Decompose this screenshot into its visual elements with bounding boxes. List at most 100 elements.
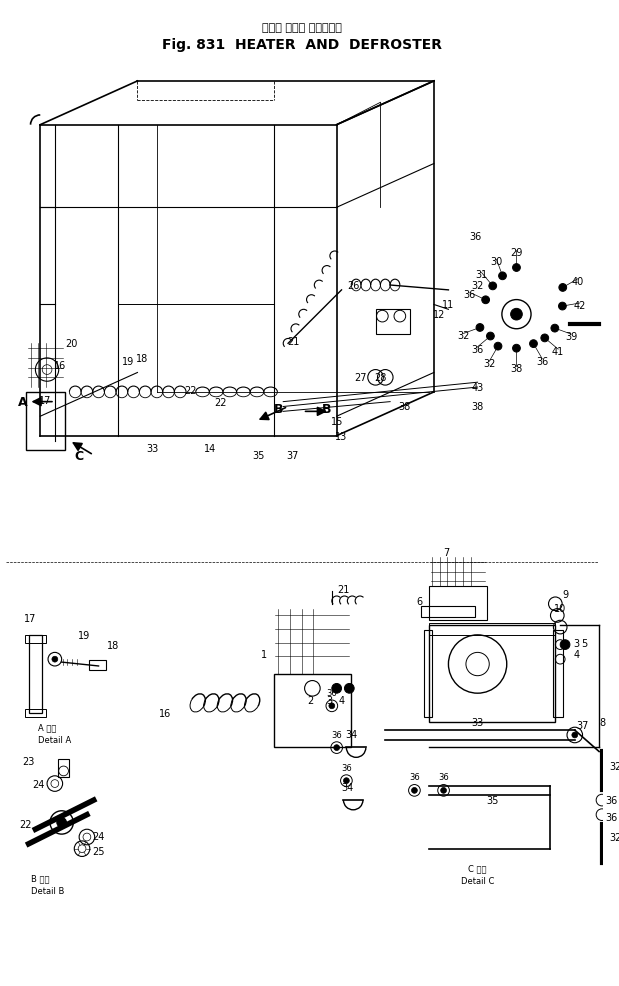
Text: 32: 32 <box>472 281 484 291</box>
Text: 38: 38 <box>472 402 483 412</box>
Text: 24: 24 <box>92 831 105 841</box>
Text: B: B <box>274 402 283 415</box>
Circle shape <box>487 333 495 340</box>
Text: 9: 9 <box>562 590 568 599</box>
Text: 32: 32 <box>457 331 470 341</box>
Text: 34: 34 <box>345 730 357 740</box>
Bar <box>553 630 563 718</box>
Text: 36: 36 <box>471 345 483 355</box>
Text: 18: 18 <box>136 354 149 364</box>
Text: 38: 38 <box>399 402 411 412</box>
Bar <box>25 709 46 717</box>
Circle shape <box>530 340 537 348</box>
Text: Detail C: Detail C <box>461 877 495 885</box>
Circle shape <box>572 733 578 739</box>
Text: 20: 20 <box>65 339 77 349</box>
Text: 38: 38 <box>510 363 522 374</box>
Text: 36: 36 <box>536 356 548 367</box>
Text: 36: 36 <box>331 730 342 739</box>
Text: B: B <box>322 402 332 415</box>
Bar <box>89 661 106 670</box>
Circle shape <box>560 640 570 650</box>
Circle shape <box>334 745 340 750</box>
Text: 37: 37 <box>287 451 299 460</box>
Text: 1: 1 <box>261 650 267 660</box>
Circle shape <box>494 343 502 351</box>
Circle shape <box>551 325 559 332</box>
Text: 29: 29 <box>510 247 522 257</box>
Circle shape <box>513 264 521 272</box>
Circle shape <box>489 283 496 291</box>
Bar <box>58 759 69 777</box>
Text: 34: 34 <box>341 783 353 793</box>
Text: 31: 31 <box>475 270 488 280</box>
Circle shape <box>441 788 446 794</box>
Text: 7: 7 <box>443 547 449 558</box>
Text: 16: 16 <box>54 360 66 371</box>
Text: Detail B: Detail B <box>30 886 64 895</box>
Text: 40: 40 <box>572 276 584 286</box>
Circle shape <box>332 683 342 693</box>
Bar <box>429 623 555 635</box>
Text: A 詳細: A 詳細 <box>38 723 57 732</box>
Text: 32: 32 <box>610 832 619 842</box>
Text: 30: 30 <box>490 257 503 267</box>
Text: 2: 2 <box>307 695 314 705</box>
Text: 36: 36 <box>605 811 618 821</box>
Bar <box>429 625 555 723</box>
Text: 32: 32 <box>483 359 495 369</box>
Text: C: C <box>74 450 84 462</box>
Text: 33: 33 <box>146 444 158 454</box>
Text: A: A <box>18 395 28 409</box>
Text: 32: 32 <box>610 761 619 771</box>
Circle shape <box>412 788 417 794</box>
Text: 3: 3 <box>326 695 332 705</box>
Text: 17: 17 <box>24 613 37 624</box>
Circle shape <box>476 324 484 332</box>
Text: 36: 36 <box>409 772 420 782</box>
Text: 13: 13 <box>335 431 348 441</box>
Circle shape <box>513 345 521 353</box>
Circle shape <box>559 284 566 292</box>
Text: C 詳細: C 詳細 <box>469 864 487 873</box>
Text: 35: 35 <box>253 451 265 460</box>
Text: 36: 36 <box>605 796 618 806</box>
Bar <box>424 630 432 718</box>
Text: 22: 22 <box>184 386 197 395</box>
Text: 22: 22 <box>19 819 32 829</box>
Text: 36: 36 <box>341 763 352 772</box>
Bar <box>274 674 351 746</box>
Text: 36: 36 <box>438 772 449 782</box>
Text: 18: 18 <box>107 640 119 650</box>
Text: 19: 19 <box>78 630 90 640</box>
Text: 39: 39 <box>565 331 578 342</box>
Circle shape <box>344 683 354 693</box>
Text: 11: 11 <box>443 300 454 311</box>
Text: 27: 27 <box>355 373 367 383</box>
Text: 4: 4 <box>339 695 345 705</box>
Text: 24: 24 <box>32 779 45 789</box>
Text: 15: 15 <box>331 417 343 427</box>
Text: 23: 23 <box>22 756 35 766</box>
Bar <box>25 392 64 451</box>
Bar <box>28 635 42 713</box>
Text: 8: 8 <box>599 718 605 728</box>
Text: 28: 28 <box>374 373 387 383</box>
Text: 21: 21 <box>337 585 350 595</box>
Circle shape <box>329 703 335 709</box>
Circle shape <box>541 334 548 342</box>
Text: 42: 42 <box>573 301 586 311</box>
Circle shape <box>52 657 58 663</box>
Text: 35: 35 <box>486 796 498 806</box>
Text: 25: 25 <box>92 846 105 856</box>
Circle shape <box>511 309 522 320</box>
Circle shape <box>57 817 66 827</box>
Text: Fig. 831  HEATER  AND  DEFROSTER: Fig. 831 HEATER AND DEFROSTER <box>162 37 442 52</box>
Text: 33: 33 <box>472 718 483 728</box>
Circle shape <box>482 297 490 305</box>
Text: 41: 41 <box>552 347 565 357</box>
Circle shape <box>558 303 566 311</box>
Text: 3: 3 <box>574 638 580 648</box>
Text: 43: 43 <box>472 383 483 392</box>
Text: Detail A: Detail A <box>38 736 72 744</box>
